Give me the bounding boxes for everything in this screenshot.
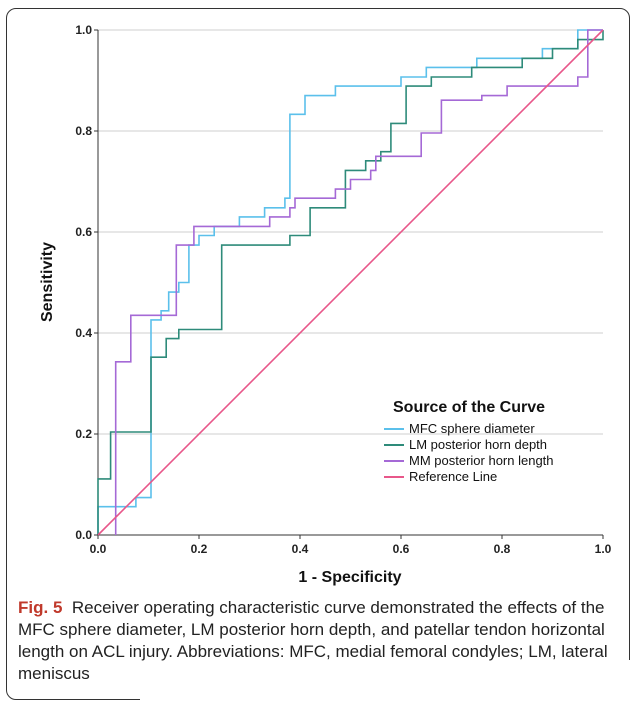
x-tick-label: 0.4 <box>292 542 309 556</box>
frame-gap-bottom <box>140 690 636 708</box>
y-tick-label: 0.0 <box>75 528 92 542</box>
figure-caption: Fig. 5 Receiver operating characteristic… <box>18 597 618 685</box>
x-tick-label: 0.6 <box>393 542 410 556</box>
y-tick-label: 0.8 <box>75 124 92 138</box>
x-axis-label: 1 - Specificity <box>298 569 401 586</box>
legend-entry: Reference Line <box>409 469 497 484</box>
legend-entry: MFC sphere diameter <box>409 421 535 436</box>
legend-title: Source of the Curve <box>393 399 545 416</box>
legend: Source of the Curve MFC sphere diameterL… <box>384 399 554 484</box>
x-tick-label: 0.0 <box>90 542 107 556</box>
y-tick-label: 0.4 <box>75 326 92 340</box>
x-tick-label: 0.2 <box>191 542 208 556</box>
legend-entry: MM posterior horn length <box>409 453 554 468</box>
y-tick-label: 0.6 <box>75 225 92 239</box>
roc-chart: 0.0 0.2 0.4 0.6 0.8 1.0 0.0 0.2 0.4 0.6 0.8 1.0 1 -… <box>0 0 636 595</box>
x-tick-label: 1.0 <box>595 542 612 556</box>
y-tick-label: 1.0 <box>75 23 92 37</box>
y-tick-label: 0.2 <box>75 427 92 441</box>
y-axis-label: Sensitivity <box>39 242 56 322</box>
x-tick-label: 0.8 <box>494 542 511 556</box>
legend-entry: LM posterior horn depth <box>409 437 547 452</box>
caption-text: Receiver operating characteristic curve … <box>18 598 608 683</box>
figure-label: Fig. 5 <box>18 598 62 617</box>
